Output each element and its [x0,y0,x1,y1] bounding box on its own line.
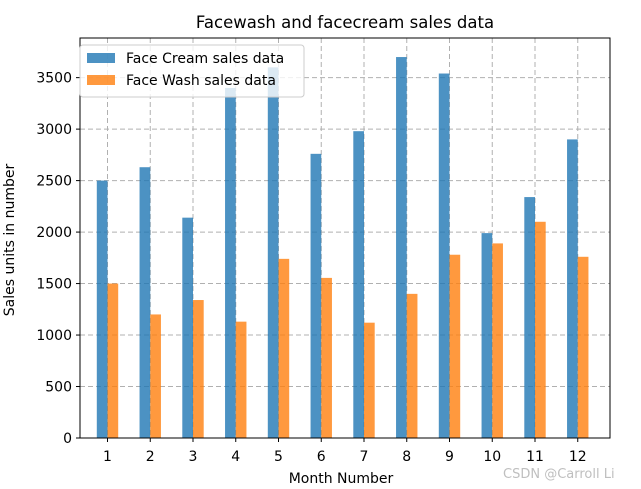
bar-face-cream-3 [182,217,193,438]
bar-face-cream-6 [310,153,322,438]
bar-face-wash-2 [150,314,161,438]
bar-face-cream-5 [267,67,279,438]
bar-face-wash-9 [449,254,461,438]
y-tick-label: 2500 [36,174,72,190]
chart-title: Facewash and facecream sales data [196,13,494,32]
bars [96,57,589,439]
x-tick-label: 6 [317,449,326,465]
bar-face-cream-1 [96,180,108,439]
bar-face-wash-8 [406,293,418,438]
bar-face-cream-2 [139,167,151,438]
bar-face-wash-6 [321,277,332,438]
bar-face-cream-12 [567,139,578,438]
bar-face-cream-10 [481,233,493,438]
legend-swatch-face-cream [87,53,115,63]
legend-label-face-cream: Face Cream sales data [126,51,284,67]
x-tick-label: 12 [569,449,587,465]
x-tick-label: 4 [231,449,240,465]
y-tick-label: 500 [45,380,72,396]
watermark: CSDN @Carroll Li [503,467,615,482]
y-tick-label: 1500 [36,277,72,293]
x-tick-label: 3 [189,449,198,465]
bar-face-wash-1 [107,283,119,438]
bar-face-wash-10 [492,243,503,438]
y-tick-label: 3000 [36,122,72,138]
bar-face-cream-4 [225,87,236,438]
plot-frame [79,37,611,439]
x-axis-ticks: 1 2 3 4 5 6 7 8 9 10 11 12 [103,438,587,465]
bar-face-wash-4 [235,321,247,438]
bar-face-cream-9 [438,73,450,438]
y-axis-ticks: 0 500 1000 1500 2000 2500 3000 3500 [36,71,80,447]
legend-box [79,44,305,98]
bar-face-wash-12 [577,256,589,438]
bar-face-wash-3 [193,300,204,438]
y-tick-label: 0 [63,431,72,447]
y-tick-label: 1000 [36,328,72,344]
x-tick-label: 10 [483,449,501,465]
bar-face-wash-11 [535,221,546,438]
x-tick-label: 7 [360,449,369,465]
x-tick-label: 8 [402,449,411,465]
bar-face-cream-8 [396,57,407,439]
x-tick-label: 5 [274,449,283,465]
y-axis-label: Sales units in number [2,164,18,317]
y-tick-label: 3500 [36,71,72,87]
x-tick-label: 9 [445,449,454,465]
bar-face-cream-11 [524,197,535,438]
bar-face-cream-7 [353,131,364,438]
x-tick-label: 1 [103,449,112,465]
x-tick-label: 2 [146,449,155,465]
legend-swatch-face-wash [87,75,115,85]
legend: Face Cream sales data Face Wash sales da… [79,44,305,98]
bar-face-wash-5 [278,258,290,438]
bar-face-wash-7 [364,322,375,438]
legend-label-face-wash: Face Wash sales data [126,73,276,89]
y-tick-label: 2000 [36,225,72,241]
x-axis-label: Month Number [289,471,394,487]
x-tick-label: 11 [526,449,544,465]
